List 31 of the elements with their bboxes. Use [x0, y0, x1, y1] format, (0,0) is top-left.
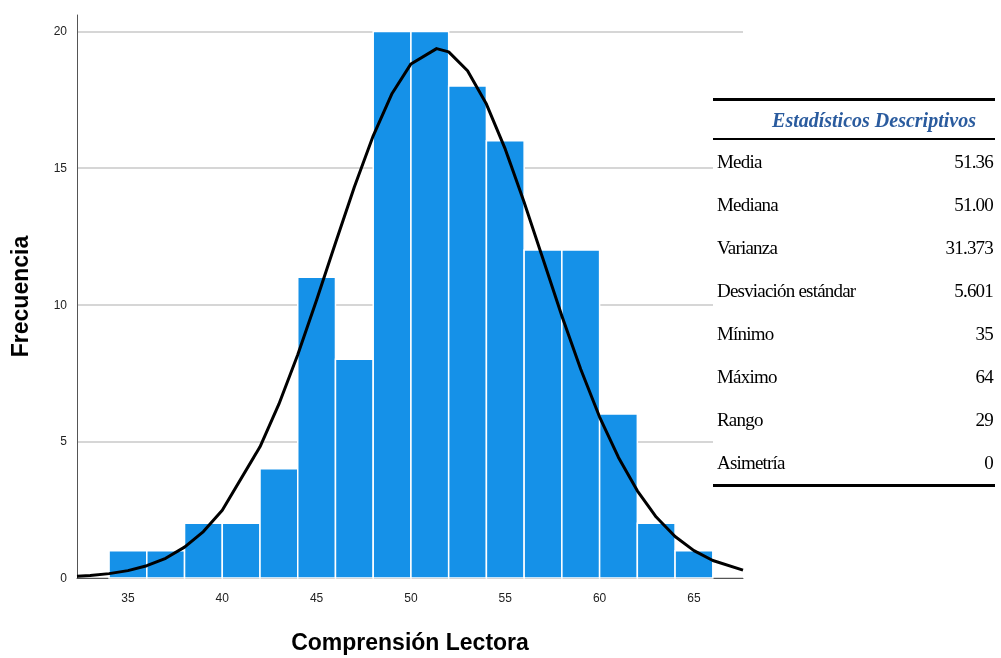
text: 51.00 [954, 193, 993, 217]
text: 29 [975, 408, 993, 432]
annotation: Máximo [717, 365, 777, 389]
y-tick-label: 5 [60, 434, 68, 449]
y-axis-title: Frecuencia [6, 235, 33, 358]
annotation: Mediana [717, 193, 778, 217]
x-tick-label: 65 [687, 591, 701, 605]
annotation: Rango [717, 408, 763, 432]
text: Estadísticos Descriptivos [713, 101, 995, 140]
y-tick-label: 20 [53, 24, 68, 39]
text: 64 [975, 365, 993, 389]
text: 31.373 [945, 236, 993, 260]
text: 5.601 [954, 279, 993, 303]
annotation: Media [717, 150, 762, 174]
annotation: Asimetría [717, 451, 785, 475]
annotation: Mínimo [717, 322, 774, 346]
x-tick-label: 55 [498, 591, 513, 605]
annotation: Desviación estándar [717, 279, 856, 303]
x-tick-label: 45 [309, 591, 324, 605]
text: 35 [975, 322, 993, 346]
text: 0 [984, 451, 993, 475]
x-tick-label: 35 [121, 591, 135, 605]
y-tick-label: 15 [53, 161, 68, 176]
text: 51.36 [954, 150, 993, 174]
y-tick-label: 10 [53, 297, 68, 312]
y-tick-label: 0 [60, 571, 68, 585]
annotation: Varianza [717, 236, 778, 260]
x-tick-label: 40 [215, 591, 230, 605]
x-axis-title: Comprensión Lectora [291, 628, 530, 655]
x-tick-label: 50 [404, 591, 418, 605]
x-tick-label: 60 [592, 591, 607, 605]
